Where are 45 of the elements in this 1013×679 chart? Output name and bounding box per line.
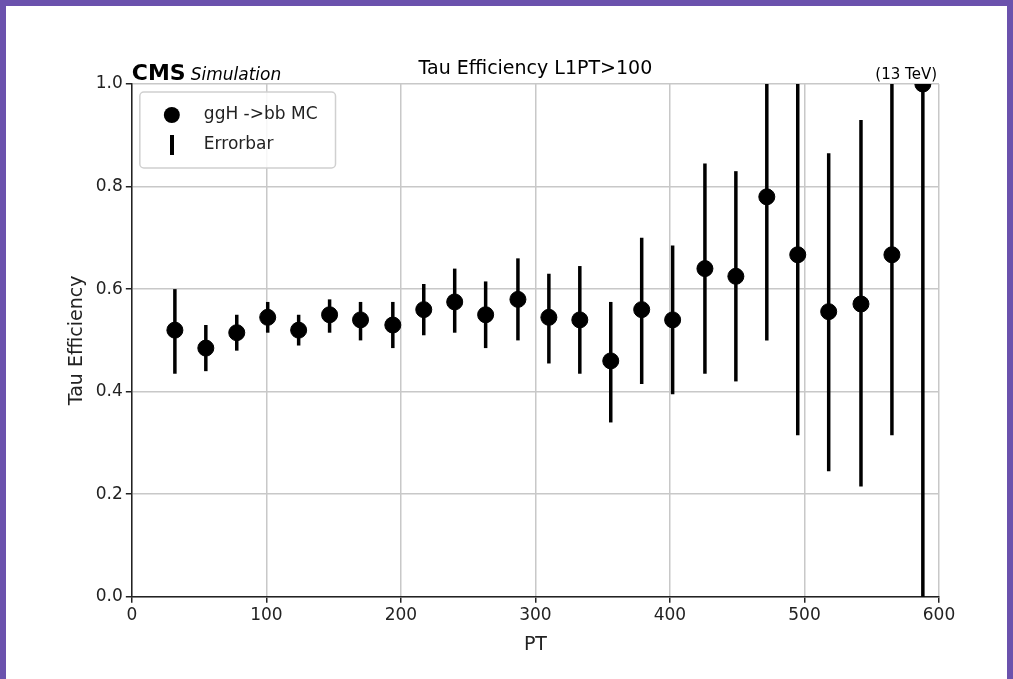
point xyxy=(166,321,184,339)
x-tick-label: 100 xyxy=(250,604,283,625)
point xyxy=(883,246,901,264)
y-tick-label: 1.0 xyxy=(95,72,123,93)
point xyxy=(509,290,527,308)
point xyxy=(664,311,682,329)
x-tick-label: 600 xyxy=(922,604,956,625)
point xyxy=(727,267,745,285)
point xyxy=(197,339,215,357)
annotation: Errorbar xyxy=(203,133,274,154)
point xyxy=(228,324,246,342)
point xyxy=(321,306,339,324)
y-axis-title: Tau Efficiency xyxy=(64,275,87,407)
y-tick-label: 0.0 xyxy=(95,585,123,606)
x-tick-label: 300 xyxy=(519,604,552,625)
x-tick-label: 400 xyxy=(653,604,687,625)
legend-label: ggH ->bb MC xyxy=(203,103,318,124)
chart-title: Tau Efficiency L1PT>100 xyxy=(417,56,653,78)
point xyxy=(633,301,651,319)
point xyxy=(477,306,495,324)
y-tick-label: 0.6 xyxy=(95,277,123,298)
point xyxy=(602,352,620,370)
point xyxy=(571,311,589,329)
x-tick-label: 500 xyxy=(788,604,821,625)
point xyxy=(852,295,870,313)
x-tick-label: 200 xyxy=(384,604,418,625)
point xyxy=(789,246,807,264)
point xyxy=(290,321,308,339)
point xyxy=(384,316,402,334)
point xyxy=(446,293,464,311)
y-tick-label: 0.4 xyxy=(95,380,123,401)
annotation: Simulation xyxy=(190,64,282,84)
point xyxy=(820,303,838,321)
point xyxy=(352,311,370,329)
point xyxy=(758,188,776,206)
y-tick-label: 0.2 xyxy=(95,482,123,503)
text: (13 TeV) xyxy=(875,65,937,83)
y-tick-label: 0.8 xyxy=(95,174,123,195)
x-axis-title: PT xyxy=(523,631,548,654)
point xyxy=(696,260,714,278)
point xyxy=(259,308,277,326)
x-tick-label: 0 xyxy=(126,604,138,625)
annotation: CMS xyxy=(131,60,186,85)
point xyxy=(540,308,558,326)
point xyxy=(415,301,433,319)
